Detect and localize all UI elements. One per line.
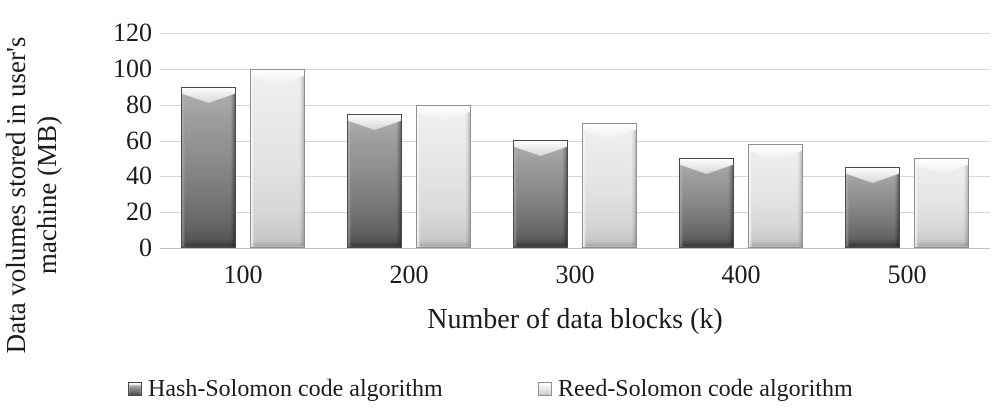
gridline-80 xyxy=(160,104,990,106)
legend-label-hash: Hash-Solomon code algorithm xyxy=(148,376,443,402)
legend-entry-reed: Reed-Solomon code algorithm xyxy=(538,374,853,404)
gridline-60 xyxy=(160,140,990,142)
x-tick-label-300: 300 xyxy=(555,260,595,289)
y-tick-label-80: 80 xyxy=(126,89,152,119)
y-tick-label-20: 20 xyxy=(126,197,152,227)
bar-reed-500 xyxy=(914,158,969,248)
y-tick-label-100: 100 xyxy=(113,53,152,83)
bar-reed-300 xyxy=(582,123,637,248)
gridline-20 xyxy=(160,212,990,214)
bar-hash-400 xyxy=(679,158,734,248)
x-tick-label-200: 200 xyxy=(389,260,429,289)
x-axis-title: Number of data blocks (k) xyxy=(427,304,723,335)
gridline-120 xyxy=(160,33,990,34)
legend: Hash-Solomon code algorithm Reed-Solomon… xyxy=(0,374,1000,404)
gridline-100 xyxy=(160,68,990,70)
y-axis-title: Data volumes stored in user's machine (M… xyxy=(1,0,63,395)
y-tick-label-0: 0 xyxy=(139,233,152,262)
x-tick-label-500: 500 xyxy=(887,260,927,289)
bar-reed-100 xyxy=(250,69,305,248)
bar-hash-100 xyxy=(181,87,236,248)
legend-swatch-hash-icon xyxy=(128,382,142,396)
bar-reed-400 xyxy=(748,144,803,248)
x-tick-label-100: 100 xyxy=(223,260,263,289)
legend-swatch-reed-icon xyxy=(538,382,552,396)
legend-entry-hash: Hash-Solomon code algorithm xyxy=(128,374,443,404)
y-axis-title-line1: Data volumes stored in user's xyxy=(1,36,31,354)
plot-area xyxy=(160,33,990,249)
y-tick-label-40: 40 xyxy=(126,161,152,191)
y-tick-label-60: 60 xyxy=(126,125,152,155)
x-tick-label-400: 400 xyxy=(721,260,761,289)
bar-hash-500 xyxy=(845,167,900,248)
bar-hash-300 xyxy=(513,140,568,248)
legend-label-reed: Reed-Solomon code algorithm xyxy=(558,376,853,402)
gridline-40 xyxy=(160,176,990,178)
y-tick-label-120: 120 xyxy=(113,18,152,47)
bar-hash-200 xyxy=(347,114,402,248)
bar-reed-200 xyxy=(416,105,471,248)
